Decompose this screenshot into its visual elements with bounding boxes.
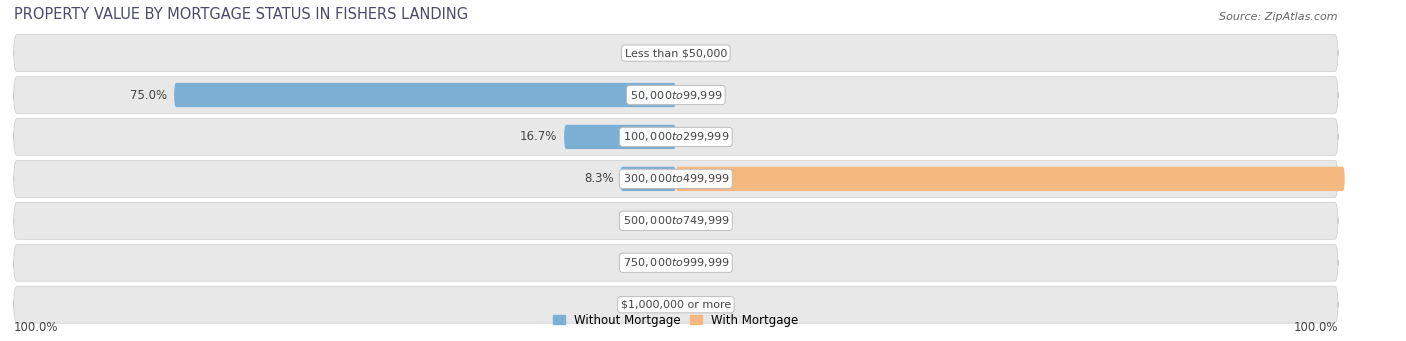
- Text: 75.0%: 75.0%: [131, 89, 167, 102]
- Text: $50,000 to $99,999: $50,000 to $99,999: [630, 89, 723, 102]
- Text: $300,000 to $499,999: $300,000 to $499,999: [623, 173, 730, 186]
- Text: 0.0%: 0.0%: [693, 256, 723, 269]
- FancyBboxPatch shape: [14, 118, 1339, 155]
- Text: 100.0%: 100.0%: [1351, 173, 1400, 186]
- Text: 8.3%: 8.3%: [583, 173, 613, 186]
- FancyBboxPatch shape: [14, 35, 1339, 72]
- Text: 16.7%: 16.7%: [520, 131, 557, 144]
- Text: 0.0%: 0.0%: [693, 47, 723, 60]
- Text: 0.0%: 0.0%: [630, 214, 659, 227]
- Text: 0.0%: 0.0%: [630, 256, 659, 269]
- Text: $500,000 to $749,999: $500,000 to $749,999: [623, 214, 730, 227]
- FancyBboxPatch shape: [14, 202, 1339, 239]
- FancyBboxPatch shape: [676, 167, 1344, 191]
- Text: 0.0%: 0.0%: [630, 298, 659, 311]
- FancyBboxPatch shape: [14, 160, 1339, 197]
- Text: 0.0%: 0.0%: [693, 131, 723, 144]
- Text: Less than $50,000: Less than $50,000: [624, 48, 727, 58]
- FancyBboxPatch shape: [14, 244, 1339, 281]
- Legend: Without Mortgage, With Mortgage: Without Mortgage, With Mortgage: [548, 309, 803, 331]
- Text: 0.0%: 0.0%: [630, 47, 659, 60]
- FancyBboxPatch shape: [14, 286, 1339, 323]
- Text: Source: ZipAtlas.com: Source: ZipAtlas.com: [1219, 12, 1339, 21]
- FancyBboxPatch shape: [620, 167, 676, 191]
- FancyBboxPatch shape: [14, 77, 1339, 114]
- Text: 0.0%: 0.0%: [693, 298, 723, 311]
- Text: $1,000,000 or more: $1,000,000 or more: [620, 300, 731, 310]
- Text: $100,000 to $299,999: $100,000 to $299,999: [623, 131, 730, 144]
- Text: $750,000 to $999,999: $750,000 to $999,999: [623, 256, 730, 269]
- Text: 0.0%: 0.0%: [693, 214, 723, 227]
- Text: PROPERTY VALUE BY MORTGAGE STATUS IN FISHERS LANDING: PROPERTY VALUE BY MORTGAGE STATUS IN FIS…: [14, 6, 468, 21]
- Text: 100.0%: 100.0%: [14, 321, 58, 334]
- Text: 0.0%: 0.0%: [693, 89, 723, 102]
- FancyBboxPatch shape: [174, 83, 676, 107]
- Text: 100.0%: 100.0%: [1294, 321, 1339, 334]
- FancyBboxPatch shape: [564, 125, 676, 149]
